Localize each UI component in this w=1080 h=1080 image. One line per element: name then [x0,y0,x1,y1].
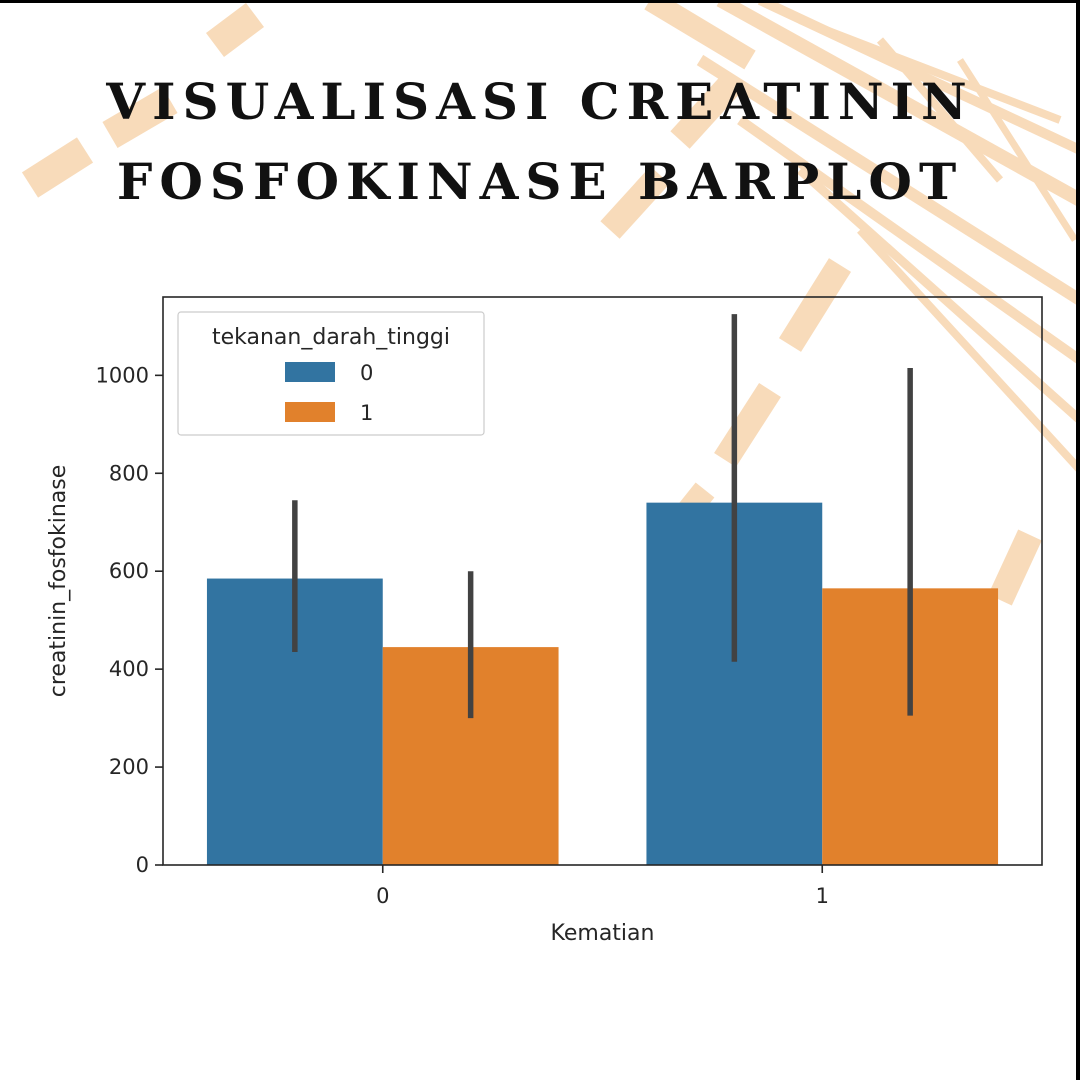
legend-label-0: 0 [360,361,373,385]
y-axis-ticks: 0 200 400 600 800 1000 [96,363,163,877]
x-tick-label: 0 [376,884,389,908]
legend-label-1: 1 [360,401,373,425]
axes-frame [162,296,1043,866]
bars-group [206,502,999,865]
frame-right-border [1076,0,1080,1080]
frame-top-border [0,0,1080,3]
errorbars-group [292,314,913,719]
legend-swatch-0 [285,362,335,382]
y-tick-label: 400 [109,657,149,681]
x-tick-label: 1 [816,884,829,908]
y-tick-label: 1000 [96,363,149,387]
y-tick-label: 800 [109,461,149,485]
y-tick-label: 200 [109,755,149,779]
legend-title: tekanan_darah_tinggi [212,325,450,350]
legend-swatch-1 [285,402,335,422]
page-title: VISUALISASI CREATININ FOSFOKINASE BARPLO… [0,62,1080,222]
y-axis-label: creatinin_fosfokinase [46,465,71,698]
page-title-line-2: FOSFOKINASE BARPLOT [116,152,964,211]
y-tick-label: 600 [109,559,149,583]
y-tick-label: 0 [136,853,149,877]
legend: tekanan_darah_tinggi 01 [177,311,485,436]
x-axis-label: Kematian [551,921,655,946]
legend-items: 01 [285,361,373,425]
page-title-line-1: VISUALISASI CREATININ [106,72,974,131]
